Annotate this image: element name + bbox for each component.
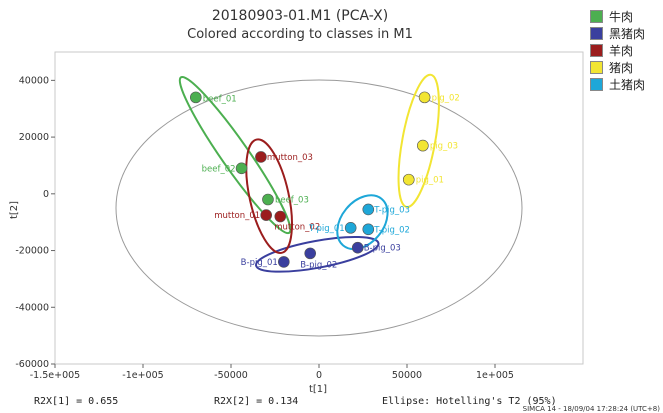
point-marker [235, 162, 248, 175]
y-tick-label: 20000 [19, 132, 49, 143]
point-label: pig_01 [416, 176, 444, 186]
ellipse-info-text: Ellipse: Hotelling's T2 (95%) [382, 396, 557, 407]
point-marker [362, 223, 375, 236]
group-ellipse-4 [397, 73, 440, 209]
group-ellipse-3 [245, 138, 293, 254]
legend-label: 土猪肉 [609, 77, 646, 92]
legend-item: 土猪肉 [590, 76, 663, 92]
point-marker [260, 209, 273, 221]
legend-swatch [590, 60, 603, 74]
point-marker [255, 151, 267, 163]
legend-item: 猪肉 [590, 59, 663, 75]
point-marker [418, 91, 431, 104]
point-label: mutton_03 [267, 153, 313, 163]
point-marker [351, 241, 364, 254]
ellipses [115, 73, 523, 337]
group-ellipse-5 [336, 194, 389, 251]
point-label: mutton_01 [214, 211, 260, 221]
legend-swatch [590, 26, 603, 40]
point-marker [417, 139, 429, 152]
legend-item: 羊肉 [590, 42, 663, 58]
axes: -1.5e+005 -1e+005 -50000 0 50000 1e+005 -60000… [15, 75, 514, 381]
x-axis-label: t[1] [309, 384, 327, 395]
legend-swatch [590, 77, 603, 91]
y-tick-label: 40000 [19, 75, 49, 86]
y-tick-label: 0 [43, 189, 49, 200]
legend-item: 牛肉 [590, 8, 663, 24]
y-tick-label: -60000 [15, 359, 49, 370]
point-marker [402, 173, 415, 186]
y-tick-label: -40000 [15, 302, 49, 313]
plot-frame [54, 51, 584, 365]
point-label: pig_03 [430, 142, 458, 152]
point-label: B-pig_03 [364, 244, 401, 254]
point-marker [277, 256, 290, 268]
point-label: pig_02 [432, 93, 460, 103]
group-ellipse-2 [255, 235, 380, 273]
legend-label: 黑猪肉 [609, 26, 646, 41]
x-tick-label: 0 [316, 370, 322, 381]
x-tick-label: -50000 [214, 370, 248, 381]
hotelling-t2-ellipse [115, 79, 523, 337]
x-tick-label: -1.5e+005 [30, 370, 80, 381]
y-axis-label: t[2] [9, 201, 20, 219]
chart-title: 20180903-01.M1 (PCA-X) [212, 8, 388, 24]
r2x2-text: R2X[2] = 0.134 [214, 396, 298, 407]
data-points: beef_01 beef_02 beef_03 B-pig_01 B-pig_02 B-p… [190, 91, 460, 270]
r2x1-text: R2X[1] = 0.655 [34, 396, 118, 407]
legend-label: 猪肉 [609, 60, 634, 75]
group-ellipse-1 [178, 75, 292, 235]
point-marker [262, 193, 274, 206]
x-tick-label: 50000 [392, 370, 422, 381]
point-marker [344, 222, 357, 234]
legend-swatch [590, 9, 603, 23]
point-label: T-pig_03 [373, 205, 410, 215]
point-label: B-pig_02 [300, 260, 337, 270]
legend: 牛肉黑猪肉羊肉猪肉土猪肉 [590, 8, 663, 93]
point-label: beef_03 [275, 195, 309, 205]
point-label: B-pig_01 [241, 258, 278, 268]
legend-label: 羊肉 [609, 43, 634, 58]
x-tick-label: 1e+005 [476, 370, 514, 381]
point-marker [362, 203, 375, 216]
point-label: T-pig_01 [308, 224, 345, 234]
point-label: beef_01 [203, 94, 237, 104]
y-tick-label: -20000 [15, 246, 49, 257]
chart-subtitle: Colored according to classes in M1 [187, 27, 413, 42]
legend-item: 黑猪肉 [590, 25, 663, 41]
legend-label: 牛肉 [609, 9, 634, 24]
point-label: beef_02 [202, 164, 236, 174]
point-label: mutton_02 [274, 223, 320, 233]
point-label: T-pig_02 [373, 225, 410, 235]
point-marker [190, 91, 202, 104]
software-info-text: SIMCA 14 - 18/09/04 17:28:24 (UTC+8) [523, 405, 661, 413]
point-marker [304, 247, 317, 260]
x-tick-label: -1e+005 [122, 370, 163, 381]
point-marker [274, 210, 287, 223]
legend-swatch [590, 43, 603, 57]
